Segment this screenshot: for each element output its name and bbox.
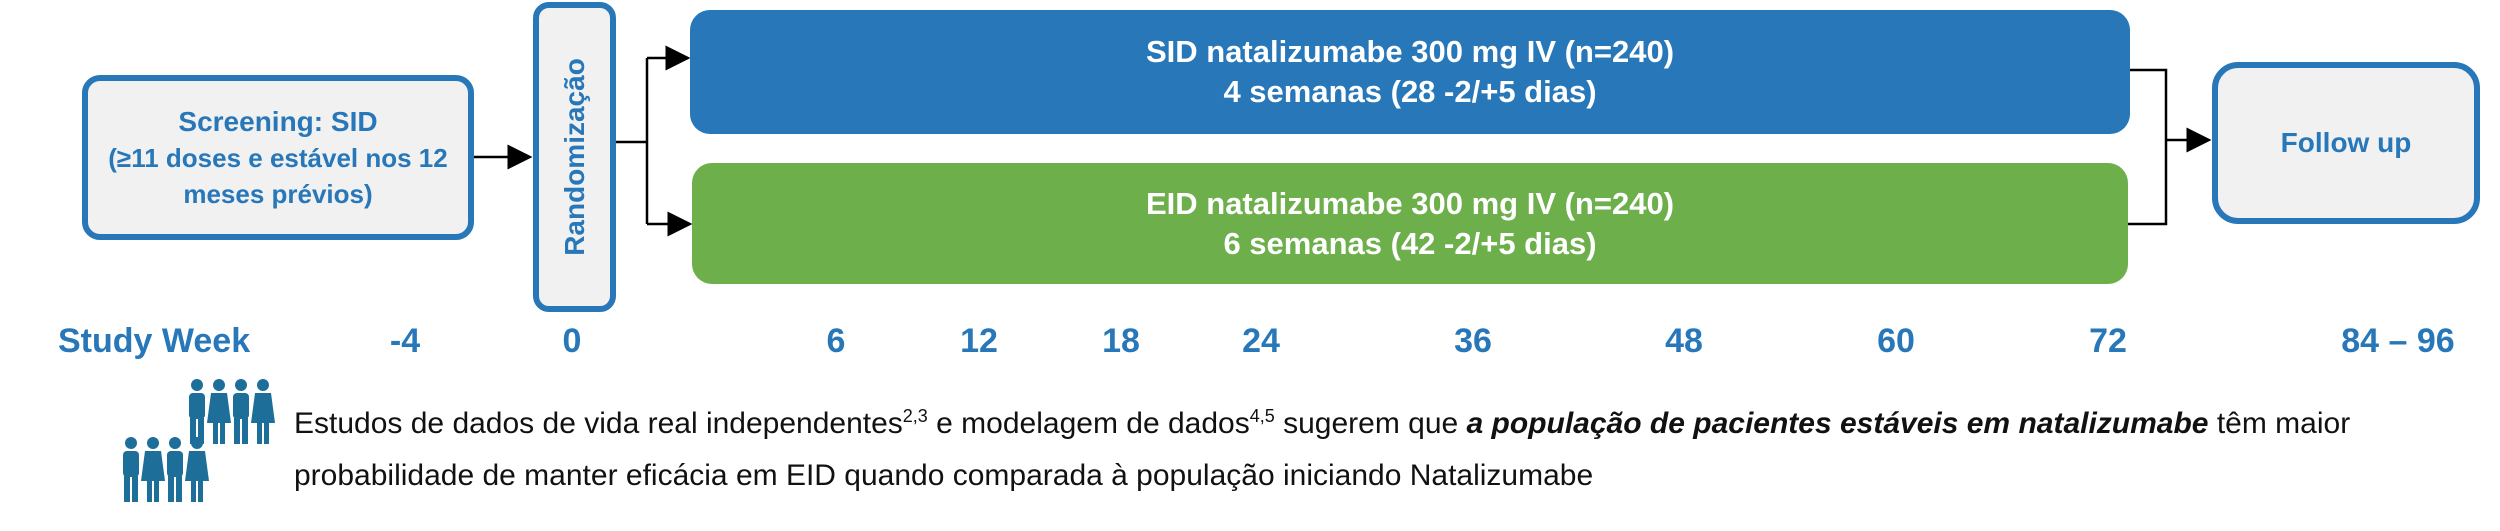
note-text-1: Estudos de dados de vida real independen… [294, 407, 903, 440]
week-tick: 36 [1454, 322, 1492, 360]
eid-arm-box: EID natalizumabe 300 mg IV (n=240) 6 sem… [692, 163, 2128, 284]
people-group-icon [123, 379, 275, 502]
screening-criteria-2: meses prévios) [183, 178, 373, 209]
randomization-box: Randomização [533, 2, 616, 312]
randomization-label: Randomização [558, 58, 590, 256]
screening-criteria-1: (≥11 doses e estável nos 12 [108, 142, 448, 173]
week-tick: 12 [960, 322, 998, 360]
screening-box: Screening: SID (≥11 doses e estável nos … [82, 75, 474, 240]
study-week-label: Study Week [58, 322, 251, 360]
note-reference-2: 4,5 [1249, 406, 1275, 426]
week-tick: 48 [1665, 322, 1703, 360]
sid-arm-title: SID natalizumabe 300 mg IV (n=240) [1145, 34, 1675, 69]
sid-arm-box: SID natalizumabe 300 mg IV (n=240) 4 sem… [690, 10, 2130, 134]
eid-arm-interval: 6 semanas (42 -2/+5 dias) [1223, 225, 1597, 261]
week-tick: 84 – 96 [2341, 322, 2455, 360]
eid-arm-title: EID natalizumabe 300 mg IV (n=240) [1145, 185, 1675, 221]
followup-box: Follow up [2212, 62, 2480, 224]
week-tick: 60 [1877, 322, 1915, 360]
week-tick: -4 [389, 322, 421, 360]
week-tick: 18 [1102, 322, 1140, 360]
screening-title: Screening: SID [178, 105, 378, 137]
week-tick: 0 [562, 322, 582, 360]
connector-merge [2128, 68, 2168, 226]
note-text-4: têm maior probabilidade de manter eficác… [294, 407, 2351, 492]
week-tick: 24 [1242, 322, 1280, 360]
week-tick: 72 [2089, 322, 2127, 360]
evidence-note: Estudos de dados de vida real independen… [294, 398, 2464, 502]
week-tick: 6 [826, 322, 846, 360]
followup-label: Follow up [2280, 127, 2412, 158]
note-emphasis: a população de pacientes estáveis em nat… [1466, 407, 2209, 440]
note-text-2: e modelagem de dados [927, 407, 1250, 440]
sid-arm-interval: 4 semanas (28 -2/+5 dias) [1223, 74, 1597, 109]
note-reference-1: 2,3 [902, 406, 928, 426]
note-text-3: sugerem que [1274, 407, 1467, 440]
